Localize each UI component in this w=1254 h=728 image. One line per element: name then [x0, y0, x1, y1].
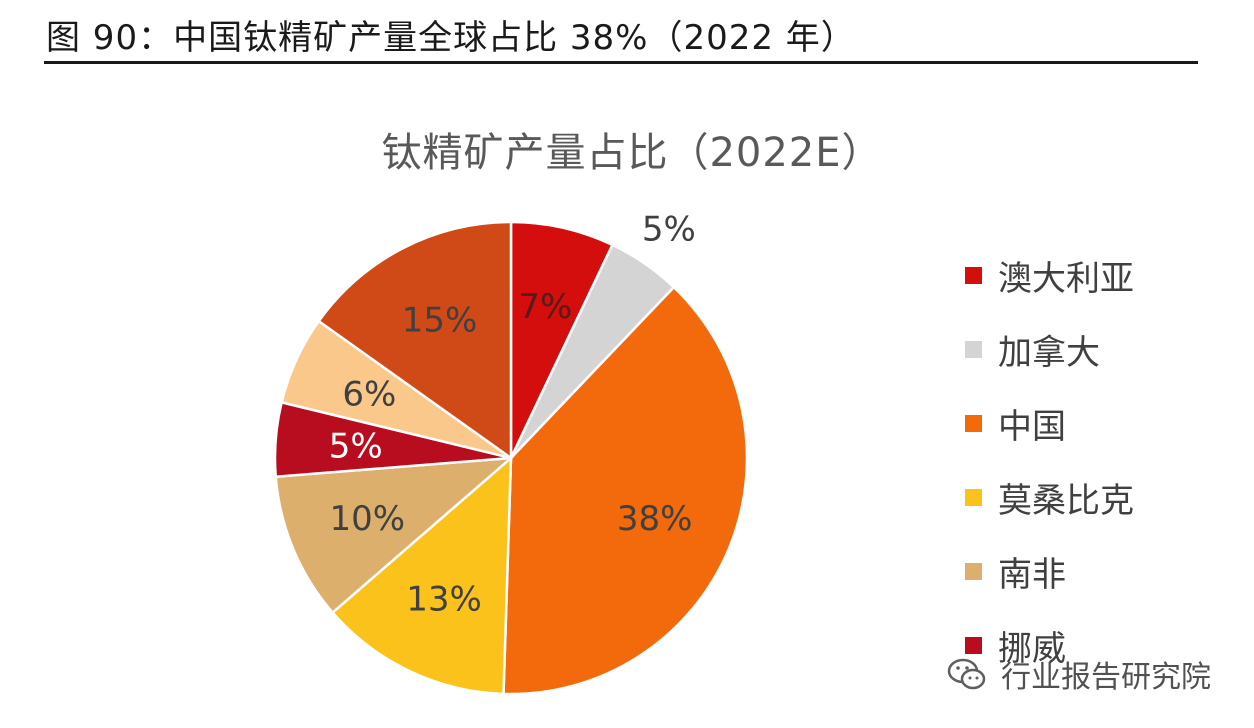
slice-data-label: 38%: [617, 499, 693, 539]
watermark: 行业报告研究院: [945, 652, 1211, 696]
legend-label: 莫桑比克: [998, 480, 1134, 521]
legend-label: 加拿大: [998, 332, 1100, 373]
chart-title: 钛精矿产量占比（2022E）: [381, 130, 883, 176]
legend-label: 中国: [998, 406, 1066, 447]
slice-data-label: 5%: [329, 427, 383, 467]
legend-swatch: [965, 636, 982, 654]
slice-data-label: 10%: [330, 499, 406, 539]
pie-slice: [317, 220, 513, 461]
slice-data-label: 13%: [406, 580, 482, 620]
title-divider: [44, 61, 1198, 64]
legend-item: 中国: [965, 386, 1134, 460]
wechat-icon: [947, 658, 986, 690]
legend-item: 莫桑比克: [965, 460, 1134, 534]
legend-item: 澳大利亚: [965, 238, 1134, 312]
legend-swatch: [965, 340, 982, 358]
pie-slice: [502, 285, 749, 696]
slice-data-label: 7%: [518, 287, 572, 327]
legend-label: 澳大利亚: [998, 258, 1134, 299]
pie-slice: [274, 456, 515, 615]
legend-item: 加拿大: [965, 312, 1134, 386]
legend-item: 挪威: [965, 608, 1134, 682]
legend-swatch: [965, 488, 982, 506]
legend-swatch: [965, 562, 982, 580]
figure-title: 图 90：中国钛精矿产量全球占比 38%（2022 年）: [46, 18, 856, 58]
chart-legend: 澳大利亚加拿大中国莫桑比克南非挪威: [965, 238, 1134, 682]
slice-data-label: 15%: [402, 301, 478, 341]
pie-slice: [509, 220, 615, 459]
pie-slice: [330, 455, 513, 696]
legend-swatch: [965, 266, 982, 284]
legend-item: 南非: [965, 534, 1134, 608]
slice-data-label: 5%: [642, 210, 696, 250]
legend-label: 南非: [998, 554, 1066, 595]
slice-data-label: 6%: [342, 374, 396, 414]
legend-swatch: [965, 414, 982, 432]
watermark-text: 行业报告研究院: [1001, 660, 1211, 695]
legend-label: 挪威: [998, 628, 1066, 669]
